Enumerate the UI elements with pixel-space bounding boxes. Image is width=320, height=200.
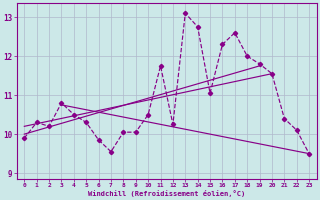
- X-axis label: Windchill (Refroidissement éolien,°C): Windchill (Refroidissement éolien,°C): [88, 190, 245, 197]
